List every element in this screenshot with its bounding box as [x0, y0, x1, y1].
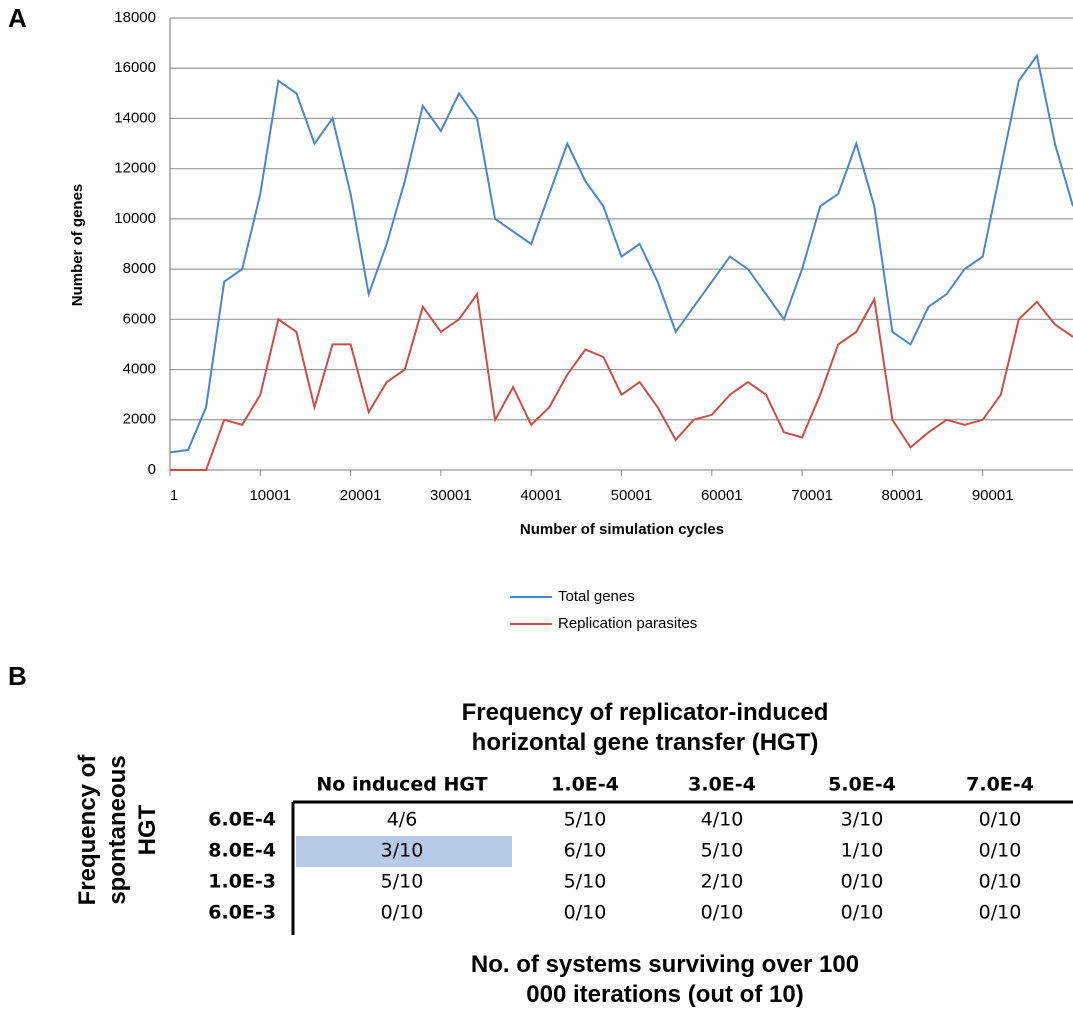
x-tick-label: 70001	[791, 487, 833, 504]
table-cell: 5/10	[381, 871, 424, 893]
y-tick-label: 8000	[123, 260, 156, 277]
table-cell: 2/10	[701, 871, 744, 893]
x-tick-label: 50001	[611, 487, 653, 504]
x-tick-label: 40001	[520, 487, 562, 504]
table-cell: 5/10	[701, 840, 744, 862]
y-axis-title: Number of genes	[69, 184, 86, 307]
y-tick-label: 0	[148, 461, 156, 478]
table-cell: 0/10	[979, 809, 1022, 831]
table-cell: 0/10	[979, 871, 1022, 893]
y-tick-label: 2000	[123, 411, 156, 428]
table-cell: 0/10	[701, 902, 744, 924]
table-cell: 3/10	[841, 809, 884, 831]
table-cell: 0/10	[979, 840, 1022, 862]
panel-label: B	[8, 661, 27, 691]
legend-label: Total genes	[558, 588, 635, 605]
column-header: 3.0E-4	[688, 774, 756, 796]
y-tick-label: 6000	[123, 310, 156, 327]
legend-label: Replication parasites	[558, 615, 697, 632]
x-tick-label: 20001	[340, 487, 382, 504]
table-cell: 6/10	[564, 840, 607, 862]
table-caption: No. of systems surviving over 100 000 it…	[470, 951, 860, 1008]
x-tick-label: 80001	[882, 487, 924, 504]
table-cell: 4/6	[387, 809, 418, 831]
row-header: 1.0E-3	[208, 871, 276, 893]
x-tick-label: 10001	[249, 487, 291, 504]
table-cell: 0/10	[841, 902, 884, 924]
x-tick-label: 90001	[972, 487, 1014, 504]
table-row-title: Frequency of spontaneous HGT	[74, 754, 161, 906]
table-cell: 4/10	[701, 809, 744, 831]
table-cell: 0/10	[564, 902, 607, 924]
series-line	[169, 53, 1073, 454]
series-line	[170, 291, 1073, 471]
table-cell: 5/10	[564, 809, 607, 831]
table-cell: 0/10	[979, 902, 1022, 924]
y-tick-label: 12000	[114, 160, 156, 177]
table-cell: 0/10	[381, 902, 424, 924]
y-tick-label: 4000	[123, 361, 156, 378]
column-header: No induced HGT	[316, 774, 487, 796]
row-header: 6.0E-3	[208, 902, 276, 924]
y-tick-label: 10000	[114, 210, 156, 227]
y-tick-label: 16000	[114, 59, 156, 76]
table-cell: 3/10	[381, 840, 424, 862]
y-tick-label: 14000	[114, 109, 156, 126]
x-tick-label: 60001	[701, 487, 743, 504]
column-header: 7.0E-4	[966, 774, 1034, 796]
y-tick-label: 18000	[114, 9, 156, 26]
table-cell: 0/10	[841, 871, 884, 893]
table-cell: 1/10	[841, 840, 884, 862]
table-column-title: Frequency of replicator-induced horizont…	[461, 699, 829, 756]
x-tick-label: 1	[170, 487, 178, 504]
column-header: 5.0E-4	[828, 774, 896, 796]
x-tick-label: 30001	[430, 487, 472, 504]
row-header: 8.0E-4	[208, 840, 276, 862]
panel-label: A	[8, 3, 27, 33]
x-axis-title: Number of simulation cycles	[520, 521, 724, 538]
table-cell: 5/10	[564, 871, 607, 893]
row-header: 6.0E-4	[208, 809, 276, 831]
highlight-cell	[296, 836, 512, 867]
column-header: 1.0E-4	[551, 774, 619, 796]
